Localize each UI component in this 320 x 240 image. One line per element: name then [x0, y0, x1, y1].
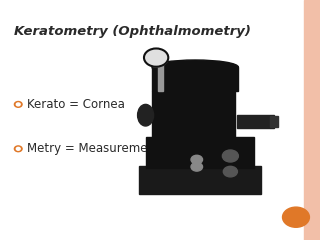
Circle shape [16, 147, 20, 150]
Bar [152, 91, 235, 139]
Bar [237, 115, 274, 128]
Circle shape [191, 162, 203, 171]
Text: Keratometry (Ophthalmometry): Keratometry (Ophthalmometry) [14, 25, 251, 38]
Circle shape [16, 103, 20, 106]
Circle shape [191, 155, 203, 164]
Circle shape [14, 102, 22, 107]
Circle shape [144, 48, 168, 67]
Bar [146, 137, 254, 168]
Circle shape [283, 207, 309, 227]
Circle shape [223, 166, 237, 177]
Text: Metry = Measurement: Metry = Measurement [27, 142, 159, 155]
Bar [139, 166, 261, 194]
Circle shape [222, 150, 238, 162]
Bar [158, 53, 163, 91]
Bar [270, 116, 278, 127]
Ellipse shape [138, 104, 154, 126]
Ellipse shape [152, 60, 238, 74]
Bar [152, 67, 238, 91]
Text: Kerato = Cornea: Kerato = Cornea [27, 98, 124, 111]
Circle shape [14, 146, 22, 152]
